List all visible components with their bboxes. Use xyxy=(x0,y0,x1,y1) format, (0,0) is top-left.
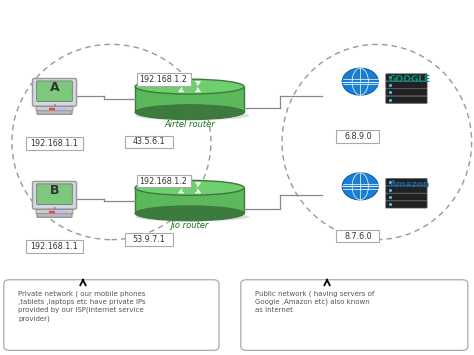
FancyBboxPatch shape xyxy=(125,233,173,246)
Text: 8.7.6.0: 8.7.6.0 xyxy=(344,231,372,241)
FancyBboxPatch shape xyxy=(386,201,427,208)
FancyBboxPatch shape xyxy=(36,209,73,214)
Bar xyxy=(49,211,54,212)
Ellipse shape xyxy=(135,105,244,120)
FancyBboxPatch shape xyxy=(137,73,191,86)
Text: 192.168.1.2: 192.168.1.2 xyxy=(139,176,188,186)
Bar xyxy=(61,108,66,109)
FancyBboxPatch shape xyxy=(386,186,427,193)
Text: A: A xyxy=(50,81,59,94)
FancyBboxPatch shape xyxy=(386,96,427,103)
FancyBboxPatch shape xyxy=(137,175,191,187)
FancyBboxPatch shape xyxy=(386,74,427,81)
Ellipse shape xyxy=(135,206,244,221)
Text: Airtel router: Airtel router xyxy=(164,120,215,129)
FancyBboxPatch shape xyxy=(37,212,72,217)
FancyBboxPatch shape xyxy=(386,179,427,186)
FancyBboxPatch shape xyxy=(241,280,468,350)
FancyBboxPatch shape xyxy=(26,240,83,253)
FancyBboxPatch shape xyxy=(36,106,73,111)
FancyBboxPatch shape xyxy=(336,130,379,143)
Text: 6.8.9.0: 6.8.9.0 xyxy=(344,132,372,141)
Bar xyxy=(135,188,244,213)
FancyBboxPatch shape xyxy=(336,230,379,242)
FancyBboxPatch shape xyxy=(32,78,76,106)
Text: Amazon: Amazon xyxy=(390,180,430,189)
FancyBboxPatch shape xyxy=(4,280,219,350)
Text: 192.168.1.1: 192.168.1.1 xyxy=(31,242,78,251)
Ellipse shape xyxy=(135,79,244,94)
FancyBboxPatch shape xyxy=(125,136,173,148)
Bar xyxy=(49,108,54,109)
Bar xyxy=(135,87,244,112)
FancyBboxPatch shape xyxy=(32,181,76,209)
Ellipse shape xyxy=(342,68,378,95)
Text: 192.168.1.1: 192.168.1.1 xyxy=(31,139,78,148)
Text: 43.5.6.1: 43.5.6.1 xyxy=(133,137,165,147)
Ellipse shape xyxy=(136,212,249,222)
Text: GOOGLE: GOOGLE xyxy=(389,75,431,84)
Text: 192.168.1.2: 192.168.1.2 xyxy=(139,75,188,84)
Bar xyxy=(55,108,60,109)
FancyBboxPatch shape xyxy=(386,81,427,88)
Text: Private network ( our mobile phones
,tablets ,laptops etc have private IPs
provi: Private network ( our mobile phones ,tab… xyxy=(18,290,146,322)
FancyBboxPatch shape xyxy=(36,184,72,204)
Ellipse shape xyxy=(135,180,244,195)
FancyBboxPatch shape xyxy=(36,81,72,102)
Text: Jio router: Jio router xyxy=(171,221,209,230)
Text: 53.9.7.1: 53.9.7.1 xyxy=(133,235,166,244)
FancyBboxPatch shape xyxy=(386,193,427,201)
Bar xyxy=(55,211,60,212)
FancyBboxPatch shape xyxy=(26,137,83,150)
Ellipse shape xyxy=(136,111,249,120)
Ellipse shape xyxy=(342,173,378,200)
Text: B: B xyxy=(50,184,59,197)
FancyBboxPatch shape xyxy=(386,89,427,96)
FancyBboxPatch shape xyxy=(37,109,72,114)
Bar xyxy=(61,211,66,212)
Text: Public network ( having servers of
Google ,Amazon etc) also known
as Internet: Public network ( having servers of Googl… xyxy=(255,290,374,313)
